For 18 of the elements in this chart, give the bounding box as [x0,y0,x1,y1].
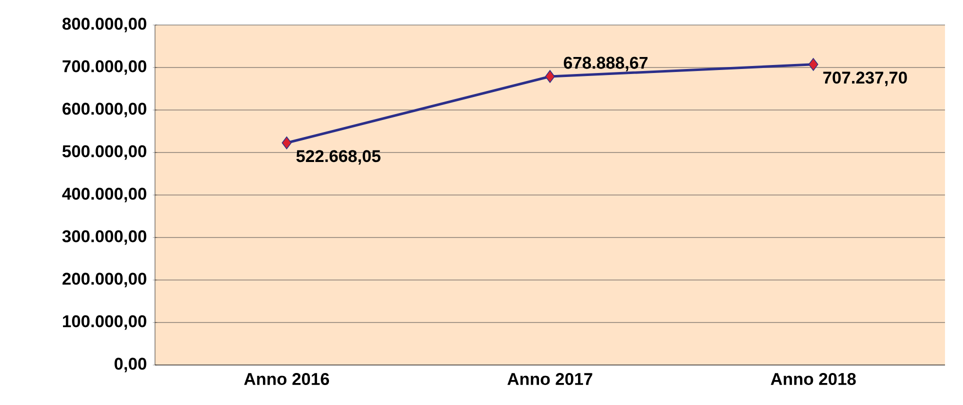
y-tick-label: 700.000,00 [62,60,146,75]
y-tick-label: 800.000,00 [62,18,146,32]
y-tick-label: 0,00 [114,358,146,372]
x-tick-label: Anno 2016 [244,373,330,386]
point [545,70,555,83]
y-tick-label: 600.000,00 [62,102,146,118]
y-tick-label: 500.000,00 [62,145,146,160]
y-tick-label: 300.000,00 [62,230,146,245]
data-label: 522.668,05 [296,150,380,165]
x-tick-label: Anno 2017 [507,373,592,386]
y-tick-label: 100.000,00 [62,315,146,330]
point [808,58,818,71]
point [282,136,292,150]
data-label: 678.888,67 [564,56,648,72]
x-tick-label: Anno 2018 [770,373,856,386]
data-label: 707.237,70 [823,72,907,86]
y-tick-label: 200.000,00 [62,272,146,288]
y-tick-label: 400.000,00 [62,188,146,202]
